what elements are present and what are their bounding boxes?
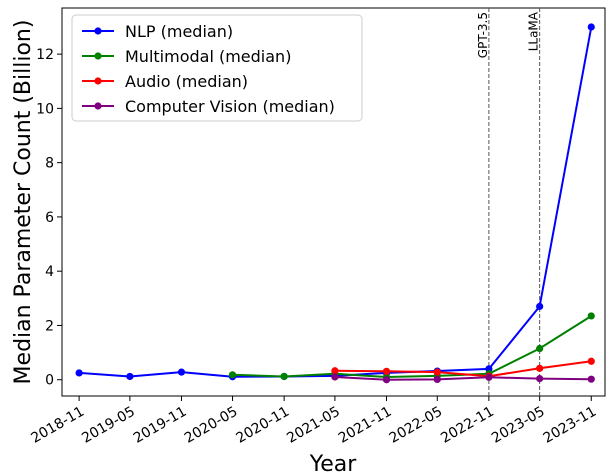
x-tick-label: 2023-11: [541, 404, 600, 447]
legend-marker: [94, 77, 102, 85]
x-tick-label: 2021-11: [336, 404, 395, 447]
y-tick-label: 12: [36, 47, 54, 63]
y-tick-label: 2: [45, 318, 54, 334]
x-tick-label: 2021-05: [284, 404, 343, 447]
data-point: [536, 302, 544, 311]
data-point: [228, 371, 237, 379]
data-point: [331, 373, 339, 381]
legend-box: [71, 14, 363, 122]
legend-label: Audio (median): [125, 72, 248, 91]
x-tick-label: 2022-05: [387, 404, 446, 447]
legend-label: Multimodal (median): [125, 47, 291, 66]
data-point: [587, 357, 595, 365]
data-point: [382, 376, 391, 384]
data-point: [587, 23, 595, 31]
x-tick-label: 2019-11: [131, 404, 190, 447]
legend: NLP (median) Multimodal (median) Audio (me…: [71, 14, 363, 122]
data-point: [587, 312, 595, 320]
y-tick-label: 6: [45, 210, 54, 226]
data-point: [75, 369, 83, 377]
data-point: [433, 368, 441, 376]
data-point: [177, 368, 186, 376]
legend-label: Computer Vision (median): [125, 97, 335, 116]
y-tick-label: 8: [45, 156, 54, 172]
data-point: [280, 372, 288, 381]
x-tick-label: 2020-11: [233, 404, 292, 447]
data-point: [536, 344, 544, 353]
legend-marker: [94, 102, 102, 110]
series-line: [334, 376, 592, 381]
data-point: [536, 364, 544, 372]
series-line: [232, 315, 592, 379]
y-tick-label: 0: [45, 373, 54, 389]
legend-marker: [94, 27, 102, 35]
y-axis-ticks: 0 2 4 6 8 10 12: [36, 47, 62, 389]
annotation-label: GPT-3.5: [476, 12, 490, 58]
data-point: [126, 372, 134, 381]
legend-label: NLP (median): [125, 22, 233, 41]
annotation-label: LLaMA: [527, 11, 541, 51]
x-tick-label: 2020-05: [182, 404, 241, 447]
data-point: [485, 373, 493, 381]
data-point: [536, 375, 544, 383]
x-tick-label: 2023-05: [489, 404, 548, 447]
data-point: [587, 375, 595, 383]
series-line: [334, 360, 592, 378]
y-axis-title: Median Parameter Count (Billion): [11, 20, 36, 385]
legend-marker: [94, 52, 102, 60]
data-point: [433, 375, 441, 384]
y-tick-label: 10: [36, 101, 54, 117]
y-tick-label: 4: [45, 264, 54, 280]
annotation-lines: GPT-3.5 LLaMA: [476, 8, 541, 396]
data-point: [331, 367, 339, 375]
x-axis-ticks: 2018-112019-052019-112020-052020-112021-…: [28, 396, 599, 447]
series-lines: [75, 23, 595, 384]
x-axis-title: Year: [309, 452, 358, 476]
x-tick-label: 2022-11: [438, 404, 497, 447]
data-point: [382, 367, 391, 375]
x-tick-label: 2018-11: [28, 404, 87, 447]
x-tick-label: 2019-05: [79, 404, 138, 447]
